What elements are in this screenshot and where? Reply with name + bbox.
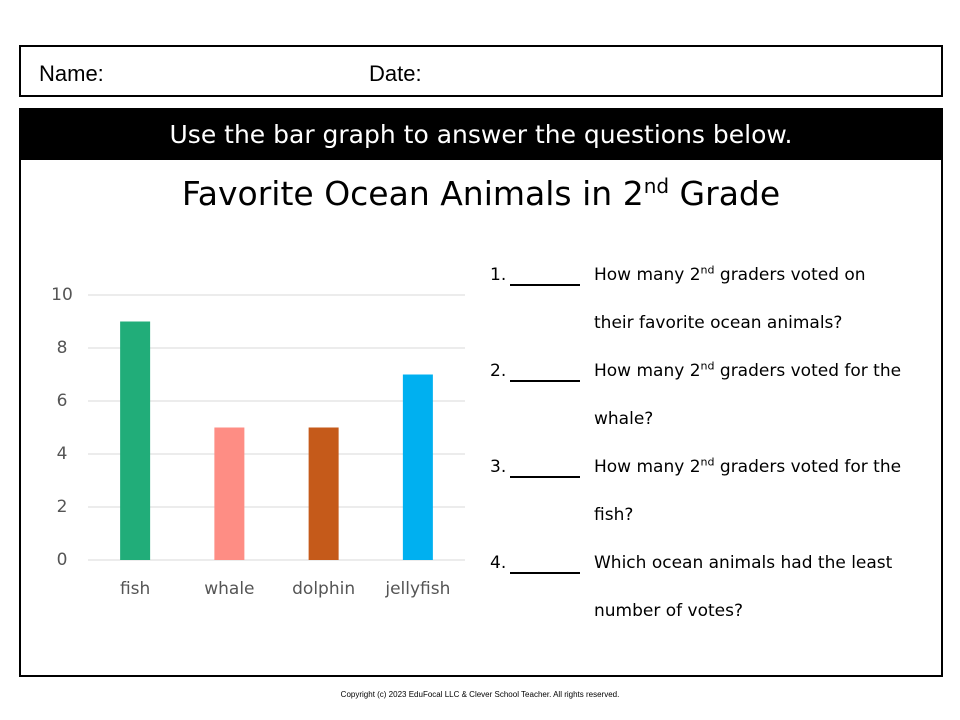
y-tick-label: 8 xyxy=(57,338,68,358)
title-sup: nd xyxy=(643,174,670,198)
question-number: 1. xyxy=(490,265,507,285)
question-text: Which ocean animals had the least number… xyxy=(594,539,910,635)
question-number: 3. xyxy=(490,457,507,477)
answer-blank xyxy=(510,476,580,478)
y-tick-label: 6 xyxy=(57,391,68,411)
x-tick-label: whale xyxy=(204,579,254,599)
x-tick-label: fish xyxy=(120,579,150,599)
answer-blank xyxy=(510,284,580,286)
name-label: Name: xyxy=(39,61,104,86)
y-tick-label: 10 xyxy=(51,285,73,305)
worksheet: Use the bar graph to answer the question… xyxy=(19,108,943,677)
title-text: Grade xyxy=(669,174,781,213)
y-tick-label: 2 xyxy=(57,497,68,517)
y-tick-label: 4 xyxy=(57,444,68,464)
question-text: How many 2nd graders voted for the fish? xyxy=(594,443,910,539)
bar xyxy=(402,374,433,560)
answer-blank xyxy=(510,572,580,574)
bar xyxy=(308,427,339,560)
text-part: graders voted on their favorite ocean an… xyxy=(594,265,866,333)
superscript: nd xyxy=(700,455,715,469)
text-part: How many 2 xyxy=(594,265,701,285)
text-part: graders voted for the fish? xyxy=(594,457,902,525)
title-text: Favorite Ocean Animals in 2 xyxy=(181,174,644,213)
question-number: 2. xyxy=(490,361,507,381)
header-box: Name: Date: xyxy=(19,45,943,97)
text-part: graders voted for the whale? xyxy=(594,361,902,429)
text-part: Which ocean animals had the least number… xyxy=(594,553,893,621)
question-number: 4. xyxy=(490,553,507,573)
question-text: How many 2nd graders voted for the whale… xyxy=(594,347,910,443)
text-part: How many 2 xyxy=(594,457,701,477)
superscript: nd xyxy=(700,263,715,277)
chart-title: Favorite Ocean Animals in 2nd Grade xyxy=(21,174,941,213)
x-tick-label: dolphin xyxy=(292,579,355,599)
superscript: nd xyxy=(700,359,715,373)
text-part: How many 2 xyxy=(594,361,701,381)
footer: Copyright (c) 2023 EduFocal LLC & Clever… xyxy=(340,690,620,699)
banner: Use the bar graph to answer the question… xyxy=(21,110,941,160)
bar xyxy=(214,427,245,560)
y-tick-label: 0 xyxy=(57,550,68,570)
date-label: Date: xyxy=(369,61,422,86)
bar xyxy=(120,321,151,560)
x-tick-label: jellyfish xyxy=(384,579,450,599)
question-text: How many 2nd graders voted on their favo… xyxy=(594,251,910,347)
answer-blank xyxy=(510,380,580,382)
